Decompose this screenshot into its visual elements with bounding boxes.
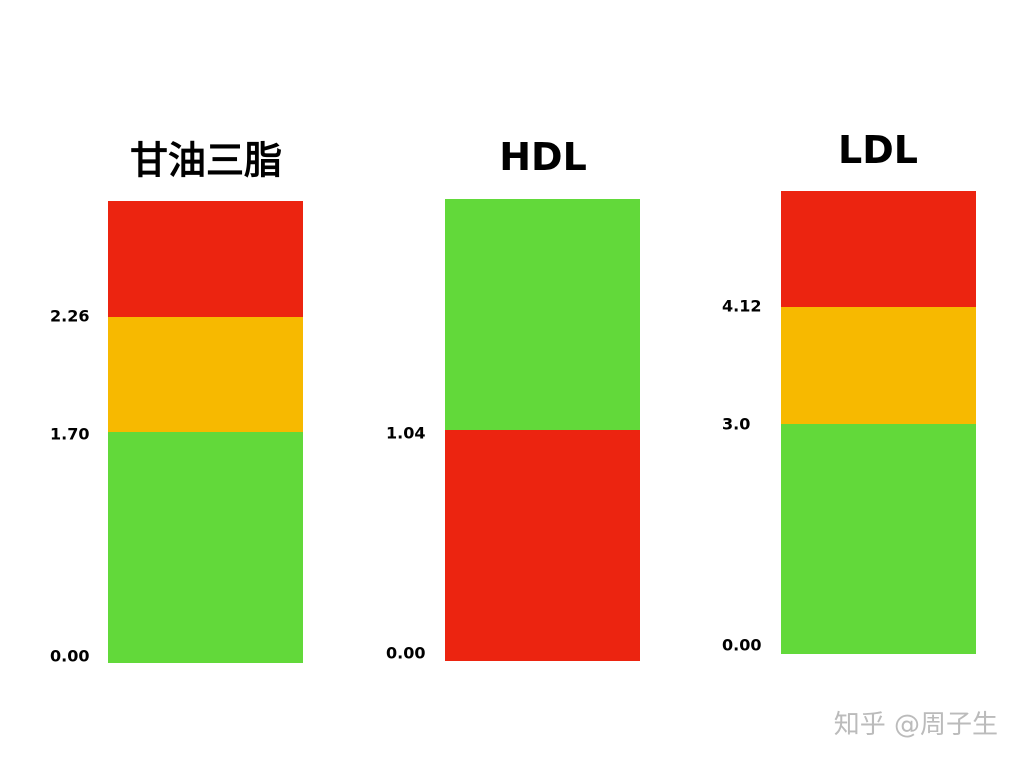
zone bbox=[445, 199, 640, 430]
threshold-label: 1.70 bbox=[50, 424, 90, 444]
zone bbox=[781, 424, 976, 654]
zone bbox=[108, 201, 303, 317]
threshold-label: 1.04 bbox=[386, 423, 426, 443]
zone bbox=[108, 432, 303, 663]
threshold-label: 0.00 bbox=[386, 643, 426, 663]
threshold-label: 2.26 bbox=[50, 306, 90, 326]
threshold-label: 0.00 bbox=[50, 646, 90, 666]
threshold-label: 0.00 bbox=[722, 635, 762, 655]
zone bbox=[108, 317, 303, 432]
panel-title: HDL bbox=[499, 135, 587, 179]
panel-title: 甘油三脂 bbox=[129, 138, 283, 183]
zone bbox=[781, 191, 976, 307]
watermark: 知乎 @周子生 bbox=[833, 710, 998, 740]
zone bbox=[445, 430, 640, 661]
threshold-label: 3.0 bbox=[722, 414, 751, 434]
threshold-label: 4.12 bbox=[722, 296, 762, 316]
zone bbox=[781, 307, 976, 424]
panel-title: LDL bbox=[838, 128, 918, 172]
